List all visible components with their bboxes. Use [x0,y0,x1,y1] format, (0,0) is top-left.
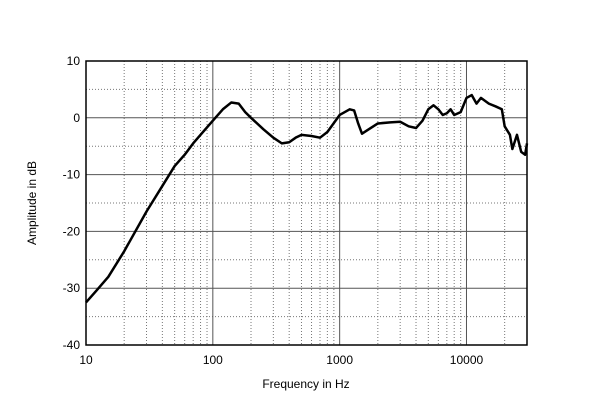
y-tick-label: -10 [63,168,81,182]
y-axis-label: Amplitude in dB [25,161,39,245]
y-tick-label: 10 [67,54,81,68]
y-tick-label: -40 [63,338,81,352]
x-tick-label: 10 [79,353,93,367]
response-line [85,93,529,304]
y-tick-label: -20 [63,224,81,238]
plot-frame [85,60,528,346]
y-tick-label: -30 [63,281,81,295]
x-tick-label: 100 [203,353,223,367]
x-axis-label: Frequency in Hz [262,377,349,391]
y-tick-label: 0 [73,111,80,125]
x-tick-label: 10000 [450,353,484,367]
x-tick-label: 1000 [326,353,353,367]
